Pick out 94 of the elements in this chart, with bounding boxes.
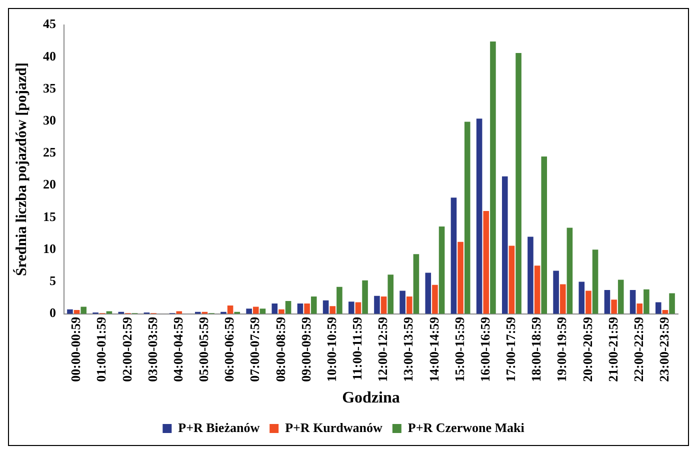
legend-label: P+R Czerwone Maki <box>408 420 525 435</box>
bar <box>297 304 304 314</box>
bar <box>80 306 87 314</box>
bar <box>458 242 464 314</box>
x-tick-label: 18:00-18:59 <box>528 316 544 382</box>
y-tick-label: 25 <box>43 144 56 160</box>
legend-label: P+R Kurdwanów <box>285 420 384 435</box>
bar <box>669 293 675 314</box>
y-axis-title: Średnia liczba pojazdów [pojazd] <box>12 62 30 276</box>
y-tick-label: 35 <box>43 80 56 96</box>
bar <box>644 289 650 314</box>
bar <box>578 282 585 314</box>
bar <box>502 176 508 314</box>
x-tick-label: 01:00-01:59 <box>94 316 109 382</box>
bar <box>330 306 336 314</box>
x-tick-label: 23:00-23:59 <box>656 316 672 382</box>
y-tick-label: 45 <box>43 16 56 32</box>
bar <box>566 228 573 314</box>
bar <box>252 306 259 314</box>
y-tick-label: 20 <box>43 176 56 192</box>
bar <box>67 309 73 314</box>
x-tick-label: 06:00-06:59 <box>222 316 237 382</box>
x-tick-label: 09:00-09:59 <box>298 316 314 382</box>
bar <box>432 284 438 314</box>
x-tick-label: 21:00-21:59 <box>605 316 620 382</box>
bar <box>592 250 598 314</box>
bar <box>636 304 643 314</box>
x-tick-label: 13:00-13:59 <box>400 316 416 382</box>
bar <box>483 211 490 314</box>
x-tick-label: 20:00-20:59 <box>580 316 595 382</box>
bar <box>655 302 662 314</box>
bar <box>464 122 470 314</box>
x-tick-label: 15:00-15:59 <box>452 316 467 382</box>
bar <box>413 254 420 314</box>
legend-label: P+R Bieżanów <box>178 420 260 435</box>
x-tick-label: 22:00-22:59 <box>630 316 646 382</box>
x-tick-label: 16:00-16:59 <box>477 316 492 382</box>
bar <box>374 296 380 314</box>
bar <box>476 118 482 314</box>
bar <box>508 246 515 314</box>
bar <box>278 309 284 314</box>
bar <box>260 308 266 314</box>
x-tick-label: 17:00-17:59 <box>503 316 518 382</box>
bar <box>528 236 534 314</box>
x-tick-label: 00:00-00:59 <box>68 316 84 382</box>
bar <box>586 290 592 314</box>
bar <box>450 198 457 314</box>
bar <box>362 280 368 314</box>
bar <box>355 302 362 314</box>
x-tick-label: 14:00-14:59 <box>426 316 442 382</box>
x-tick-label: 07:00-07:59 <box>247 316 262 382</box>
y-tick-label: 10 <box>43 240 56 256</box>
x-axis-title: Godzina <box>342 390 400 407</box>
bar <box>176 311 182 314</box>
bar <box>541 156 548 314</box>
y-tick-label: 5 <box>50 273 56 288</box>
y-tick-label: 30 <box>43 112 56 128</box>
bar <box>336 286 342 314</box>
bar <box>611 300 617 314</box>
bar <box>400 290 406 314</box>
bar <box>106 311 112 314</box>
bar <box>490 42 496 314</box>
x-tick-label: 03:00-03:59 <box>144 316 160 382</box>
bar <box>246 308 252 314</box>
bar <box>618 280 624 314</box>
bar <box>425 272 432 314</box>
bar <box>227 305 234 314</box>
x-tick-label: 10:00-10:59 <box>324 316 339 382</box>
bar <box>553 270 559 314</box>
bar <box>285 300 292 314</box>
bar <box>630 290 636 314</box>
bar <box>560 284 566 314</box>
x-tick-label: 04:00-04:59 <box>170 316 186 382</box>
bar <box>380 296 387 314</box>
x-tick-label: 02:00-02:59 <box>119 316 134 382</box>
x-tick-label: 08:00-08:59 <box>272 316 288 382</box>
bar <box>534 266 540 314</box>
bar <box>348 302 354 314</box>
bar <box>322 300 329 314</box>
y-tick-label: 0 <box>50 305 56 320</box>
bar <box>406 296 412 314</box>
bar <box>604 290 610 314</box>
bar <box>304 304 310 314</box>
bar <box>310 296 317 314</box>
x-tick-label: 11:00-11:59 <box>350 316 365 380</box>
x-tick-label: 19:00-19:59 <box>554 316 570 382</box>
x-tick-label: 05:00-05:59 <box>196 316 212 382</box>
bar <box>516 53 522 314</box>
bar <box>272 304 278 314</box>
x-tick-label: 12:00-12:59 <box>375 316 390 382</box>
y-tick-label: 40 <box>43 48 56 64</box>
bar <box>438 226 445 314</box>
bar <box>388 274 394 314</box>
y-tick-label: 15 <box>43 208 56 224</box>
